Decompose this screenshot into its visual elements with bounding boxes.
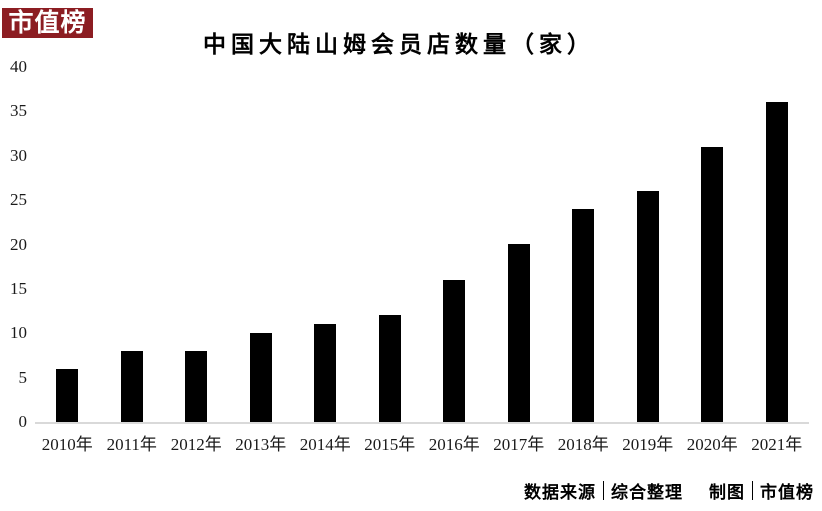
y-tick-label: 15	[10, 278, 27, 298]
y-tick-label: 35	[10, 101, 27, 121]
x-axis: 2010年 2011年 2012年 2013年 2014年 2015年 2016年 2017年…	[35, 435, 809, 455]
source-footer: 数据来源 综合整理 制图 市值榜	[524, 478, 814, 503]
x-tick-label: 2018年	[557, 435, 609, 454]
x-tick-label: 2014年	[299, 435, 351, 454]
divider-line	[752, 481, 753, 500]
bar-2013年	[249, 333, 272, 422]
x-tick-label: 2011年	[106, 435, 157, 454]
y-tick-label: 0	[18, 412, 28, 431]
bar-column	[164, 69, 229, 422]
y-tick-label: 25	[10, 190, 27, 210]
bar-2014年	[314, 324, 337, 422]
x-tick-label: 2012年	[170, 435, 222, 454]
x-tick-label: 2015年	[364, 435, 416, 454]
x-tick-label: 2017年	[493, 435, 545, 454]
source-value: 综合整理	[611, 483, 683, 502]
maker-label: 制图	[709, 483, 745, 502]
x-tick-label: 2019年	[622, 435, 674, 454]
bar-2010年	[56, 369, 79, 422]
bar-column	[422, 69, 487, 422]
source-label: 数据来源	[524, 483, 596, 502]
bar-2015年	[378, 315, 401, 422]
bar-2017年	[507, 244, 530, 422]
bar-2016年	[443, 280, 466, 422]
bar-2020年	[701, 147, 724, 422]
bar-2012年	[185, 351, 208, 422]
bar-column	[100, 69, 165, 422]
y-tick-label: 40	[10, 57, 27, 76]
bar-column	[616, 69, 681, 422]
x-tick-label: 2016年	[428, 435, 480, 454]
y-tick-label: 30	[10, 145, 27, 165]
bar-column	[293, 69, 358, 422]
bar-column	[487, 69, 552, 422]
maker-value: 市值榜	[760, 483, 814, 502]
brand-logo: 市值榜	[2, 8, 93, 38]
y-tick-label: 10	[10, 323, 27, 343]
x-tick-label: 2020年	[686, 435, 738, 454]
y-tick-label: 5	[18, 367, 28, 387]
y-axis: 0 5 10 15 20 25 30 35 40	[0, 0, 27, 511]
bar-column	[358, 69, 423, 422]
x-tick-label: 2013年	[235, 435, 287, 454]
bar-column	[745, 69, 810, 422]
bar-2019年	[636, 191, 659, 422]
y-tick-label: 20	[10, 234, 27, 254]
bar-column	[229, 69, 294, 422]
chart-title: 中国大陆山姆会员店数量（家）	[203, 32, 595, 57]
bar-column	[551, 69, 616, 422]
bar-2021年	[765, 102, 788, 422]
x-tick-label: 2021年	[751, 435, 803, 454]
bar-column	[680, 69, 745, 422]
bar-2011年	[120, 351, 143, 422]
x-tick-label: 2010年	[41, 435, 93, 454]
plot-area	[35, 69, 809, 424]
divider-line	[603, 481, 604, 500]
bar-column	[35, 69, 100, 422]
bar-2018年	[572, 209, 595, 422]
